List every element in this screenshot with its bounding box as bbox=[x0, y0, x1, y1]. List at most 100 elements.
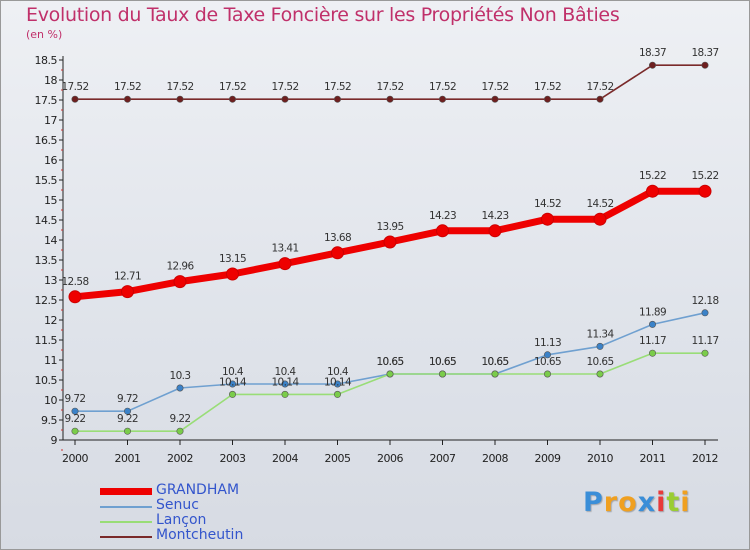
data-point-grandham bbox=[593, 212, 607, 226]
data-label-montcheutin: 17.52 bbox=[271, 81, 298, 93]
data-point-grandham bbox=[383, 235, 397, 249]
legend-swatch-montcheutin bbox=[100, 536, 152, 538]
logo-letter: x bbox=[637, 487, 657, 518]
data-label-senuc: 10.4 bbox=[327, 366, 349, 378]
data-point-lançon bbox=[596, 370, 604, 378]
y-tick-label: 15.5 bbox=[35, 174, 58, 187]
logo-letter: i bbox=[656, 487, 667, 518]
data-label-grandham: 13.15 bbox=[219, 253, 246, 265]
data-point-grandham bbox=[121, 285, 134, 299]
x-tick-label: 2011 bbox=[640, 452, 666, 465]
data-label-lançon: 10.14 bbox=[324, 376, 352, 388]
data-point-lançon bbox=[491, 370, 499, 378]
data-point-lançon bbox=[71, 427, 79, 435]
data-point-senuc bbox=[701, 309, 709, 317]
y-tick-label: 10.5 bbox=[35, 374, 58, 387]
y-tick-label: 14 bbox=[44, 234, 57, 247]
x-tick-label: 2001 bbox=[115, 452, 141, 465]
data-point-montcheutin bbox=[438, 95, 446, 103]
data-label-grandham: 14.23 bbox=[481, 210, 508, 222]
y-tick-label: 9 bbox=[51, 434, 58, 447]
data-label-montcheutin: 18.37 bbox=[639, 47, 666, 59]
data-label-grandham: 13.68 bbox=[324, 232, 351, 244]
data-point-lançon bbox=[176, 427, 184, 435]
data-label-montcheutin: 17.52 bbox=[376, 81, 403, 93]
data-label-senuc: 10.65 bbox=[429, 356, 456, 368]
data-point-montcheutin bbox=[648, 61, 656, 69]
legend-label-grandham: GRANDHAM bbox=[156, 482, 240, 498]
data-point-montcheutin bbox=[229, 95, 237, 103]
x-tick-label: 2012 bbox=[692, 452, 718, 465]
y-tick-label: 10 bbox=[44, 394, 57, 407]
data-label-montcheutin: 17.52 bbox=[219, 81, 246, 93]
data-label-montcheutin: 17.52 bbox=[324, 81, 351, 93]
data-label-senuc: 10.4 bbox=[275, 366, 297, 378]
data-point-montcheutin bbox=[386, 95, 394, 103]
y-axis-unit-label: (en %) bbox=[26, 28, 63, 41]
data-label-lançon: 10.65 bbox=[534, 356, 561, 368]
data-labels: 17.52 17.52 17.52 17.52 17.52 17.52 17.52 17.52… bbox=[61, 47, 719, 425]
data-point-grandham bbox=[646, 184, 659, 198]
data-point-lançon bbox=[543, 370, 551, 378]
data-point-senuc bbox=[333, 380, 341, 388]
data-label-grandham: 14.52 bbox=[534, 198, 561, 210]
data-point-grandham bbox=[488, 224, 502, 238]
data-point-senuc bbox=[543, 351, 551, 359]
data-point-lançon bbox=[386, 370, 394, 378]
data-label-montcheutin: 17.52 bbox=[166, 81, 193, 93]
y-tick-label: 12 bbox=[44, 314, 57, 327]
data-label-senuc: 10.65 bbox=[376, 356, 403, 368]
data-label-montcheutin: 17.52 bbox=[429, 81, 456, 93]
data-label-montcheutin: 17.52 bbox=[481, 81, 508, 93]
series-markers bbox=[68, 61, 712, 435]
data-point-grandham bbox=[331, 246, 344, 260]
x-tick-label: 2006 bbox=[377, 452, 403, 465]
logo-letter: i bbox=[680, 487, 691, 518]
x-tick-label: 2004 bbox=[272, 452, 298, 465]
x-tick-label: 2005 bbox=[325, 452, 351, 465]
data-label-senuc: 12.18 bbox=[691, 295, 718, 307]
data-label-grandham: 15.22 bbox=[691, 170, 718, 182]
data-label-senuc: 10.4 bbox=[222, 366, 244, 378]
data-label-lançon: 10.14 bbox=[219, 376, 247, 388]
y-tick-label: 18 bbox=[44, 74, 57, 87]
data-label-grandham: 12.96 bbox=[166, 261, 194, 273]
logo-letter: r bbox=[603, 487, 619, 518]
data-label-senuc: 10.65 bbox=[481, 356, 508, 368]
logo-letter: t bbox=[666, 487, 681, 518]
data-label-senuc: 11.34 bbox=[586, 328, 614, 340]
legend-swatch-lancon bbox=[100, 521, 152, 523]
legend-swatch-senuc bbox=[100, 506, 152, 508]
data-point-grandham bbox=[278, 257, 292, 271]
data-point-lançon bbox=[333, 390, 341, 398]
data-point-senuc bbox=[596, 342, 604, 350]
data-point-senuc bbox=[124, 407, 132, 415]
data-point-montcheutin bbox=[71, 95, 79, 103]
data-point-montcheutin bbox=[701, 61, 709, 69]
data-label-grandham: 14.23 bbox=[429, 210, 456, 222]
data-point-grandham bbox=[541, 212, 554, 226]
data-point-senuc bbox=[281, 380, 289, 388]
data-label-lançon: 10.65 bbox=[429, 356, 456, 368]
data-label-senuc: 9.72 bbox=[65, 393, 86, 405]
y-tick-label: 15 bbox=[44, 194, 57, 207]
data-point-lançon bbox=[124, 427, 132, 435]
y-tick-label: 16 bbox=[44, 154, 57, 167]
legend-label-montcheutin: Montcheutin bbox=[156, 527, 244, 543]
data-point-grandham bbox=[68, 290, 82, 304]
y-tick-label: 14.5 bbox=[35, 214, 58, 227]
y-tick-label: 18.5 bbox=[35, 54, 58, 67]
data-point-senuc bbox=[176, 384, 184, 392]
proxiti-logo: Proxiti bbox=[583, 487, 691, 518]
data-label-lançon: 11.17 bbox=[691, 335, 718, 347]
data-point-lançon bbox=[648, 349, 656, 357]
data-label-montcheutin: 17.52 bbox=[534, 81, 561, 93]
legend-swatch-grandham bbox=[100, 488, 152, 495]
data-label-senuc: 11.13 bbox=[534, 337, 561, 349]
data-point-montcheutin bbox=[543, 95, 551, 103]
data-label-lançon: 10.65 bbox=[376, 356, 403, 368]
data-point-grandham bbox=[226, 267, 239, 281]
data-point-montcheutin bbox=[281, 95, 289, 103]
y-tick-label: 17.5 bbox=[35, 94, 58, 107]
axes: 9 9.5 10 10.5 11 11.5 12 12.5 13 13.5 14 14.5 15 15.5… bbox=[35, 54, 719, 465]
